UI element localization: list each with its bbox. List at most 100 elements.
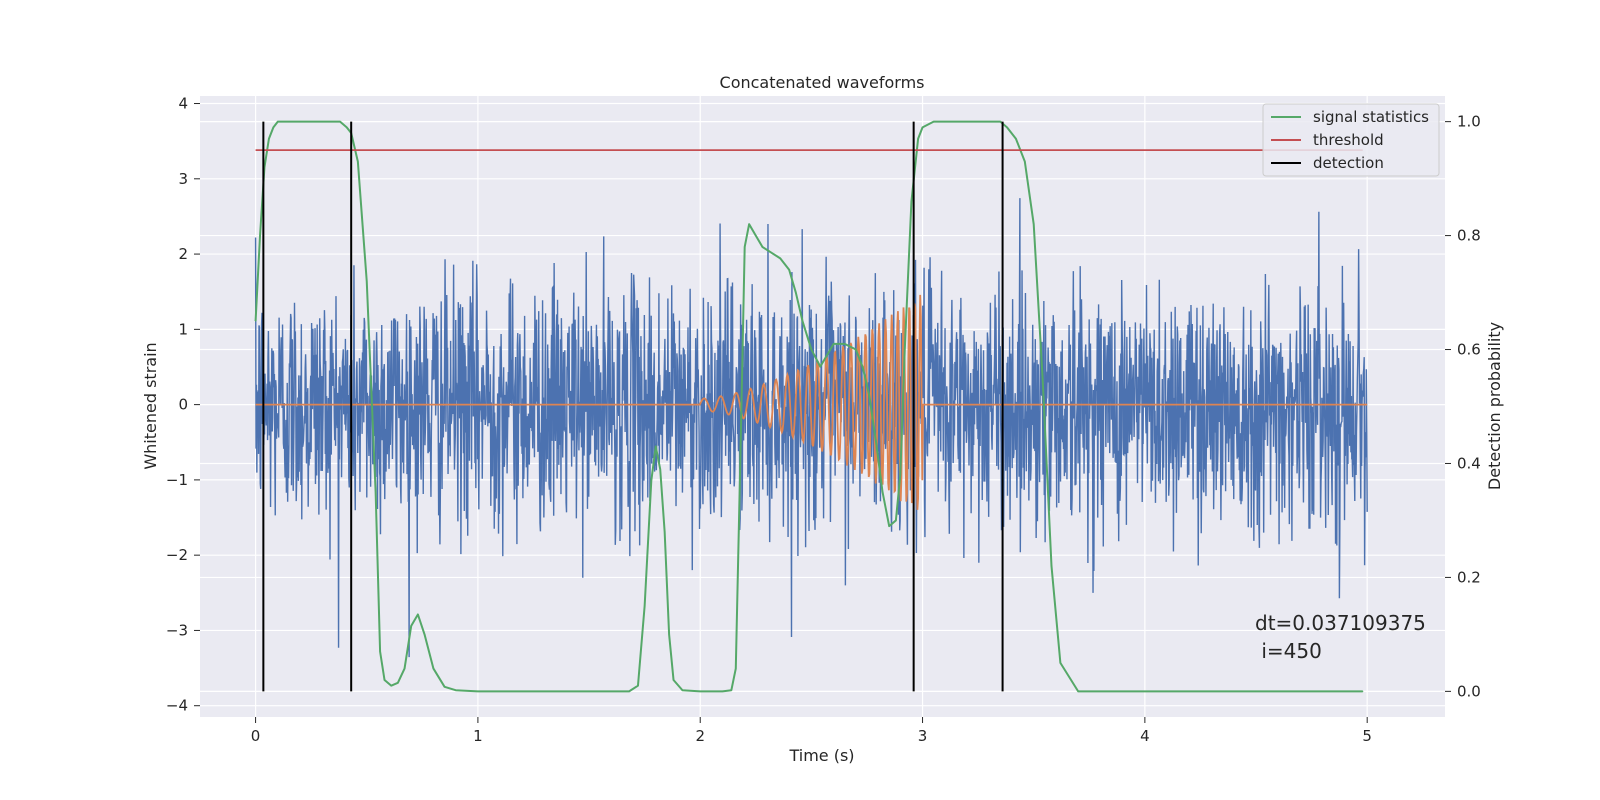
- signal-statistics-point: [254, 320, 257, 322]
- signal-statistics-point: [272, 126, 274, 128]
- legend-frame: [1262, 103, 1440, 177]
- signal-statistics-point: [1024, 160, 1026, 163]
- x-tick-label: 3: [918, 727, 928, 745]
- signal-statistics-point: [895, 519, 897, 522]
- legend-label-detection: detection: [1313, 154, 1384, 172]
- signal-statistics-point: [410, 625, 412, 627]
- signal-statistics-point: [477, 690, 479, 692]
- signal-statistics-point: [910, 200, 913, 202]
- x-tick-label: 1: [473, 727, 483, 745]
- signal-statistics-point: [299, 121, 301, 123]
- signal-statistics-point: [801, 320, 804, 322]
- signal-statistics-point: [650, 479, 652, 482]
- signal-statistics-point: [443, 686, 446, 688]
- signal-statistics-point: [455, 689, 457, 691]
- signal-statistics-point: [899, 474, 901, 476]
- signal-statistics-point: [1255, 690, 1257, 692]
- signal-statistics-point: [288, 121, 290, 123]
- signal-statistics-point: [628, 690, 630, 692]
- signal-statistics-point: [321, 121, 323, 123]
- signal-statistics-point: [1059, 662, 1061, 664]
- signal-statistics-point: [810, 348, 812, 351]
- signal-statistics-point: [788, 269, 790, 271]
- signal-statistics-point: [681, 689, 684, 691]
- signal-statistics-point: [921, 126, 924, 128]
- signal-statistics-point: [339, 121, 341, 123]
- series-signal-statistics-line: [254, 120, 1363, 693]
- legend: signal statistics threshold detection: [1262, 103, 1440, 177]
- y-tick-label: −1: [166, 471, 188, 489]
- signal-statistics-point: [855, 348, 857, 351]
- signal-statistics-point: [730, 689, 732, 691]
- signal-statistics-point: [259, 234, 261, 237]
- signal-statistics-point: [1015, 138, 1017, 140]
- series-noise-line: [254, 198, 1368, 658]
- series-injection-line: [255, 294, 1368, 510]
- signal-statistics-point: [944, 121, 946, 123]
- signal-statistics-point: [795, 291, 797, 294]
- signal-statistics-point: [432, 667, 435, 670]
- signal-statistics-point: [739, 462, 741, 465]
- signal-statistics-point: [1033, 223, 1035, 225]
- signal-statistics-point: [668, 633, 670, 635]
- y2-tick-label: 0.6: [1457, 341, 1481, 359]
- y2-tick-label: 1.0: [1457, 113, 1481, 131]
- signal-statistics-point: [375, 491, 377, 493]
- signal-statistics-point: [999, 121, 1001, 123]
- y-tick-label: −2: [166, 546, 188, 564]
- signal-statistics-point: [826, 354, 828, 356]
- signal-statistics-point: [664, 531, 666, 533]
- signal-statistics-point: [933, 121, 935, 123]
- signal-statistics-point: [655, 445, 657, 447]
- signal-statistics-point: [966, 121, 968, 123]
- signal-statistics-point: [875, 440, 877, 442]
- signal-statistics-point: [699, 690, 701, 692]
- signal-statistics-point: [770, 252, 772, 254]
- series-layer: [254, 120, 1368, 693]
- x-tick-label: 5: [1362, 727, 1372, 745]
- signal-statistics-point: [868, 394, 870, 396]
- signal-statistics-point: [357, 160, 359, 163]
- signal-statistics-point: [379, 650, 381, 653]
- signal-statistics-point: [390, 685, 392, 687]
- y2-tick-label: 0.8: [1457, 227, 1481, 245]
- signal-statistics-point: [1050, 565, 1053, 567]
- y2-axis-ticks: 0.0 0.2 0.4 0.6 0.8 1.0: [1445, 113, 1481, 700]
- signal-statistics-point: [1362, 690, 1364, 692]
- signal-statistics-point: [748, 223, 750, 225]
- y-tick-label: 2: [178, 245, 188, 263]
- y-axis-ticks: −4 −3 −2 −1 0 1 2 3 4: [166, 95, 200, 715]
- signal-statistics-point: [735, 667, 737, 670]
- annotation-index: i=450: [1255, 639, 1322, 663]
- signal-statistics-point: [988, 121, 990, 123]
- signal-statistics-point: [761, 246, 764, 248]
- signal-statistics-point: [881, 491, 884, 493]
- signal-statistics-point: [861, 366, 864, 368]
- y-tick-label: −3: [166, 621, 188, 639]
- signal-statistics-point: [721, 690, 724, 692]
- x-tick-label: 4: [1140, 727, 1150, 745]
- annotation-dt: dt=0.037109375: [1255, 611, 1426, 635]
- y2-tick-label: 0.2: [1457, 568, 1481, 586]
- y-tick-label: 4: [178, 95, 188, 113]
- y2-tick-label: 0.0: [1457, 682, 1481, 700]
- y2-axis-label: Detection probability: [1485, 322, 1504, 490]
- signal-statistics-point: [672, 679, 675, 681]
- signal-statistics-point: [917, 138, 919, 140]
- signal-statistics-point: [1077, 690, 1079, 692]
- signal-statistics-point: [417, 613, 419, 616]
- x-tick-label: 0: [251, 727, 261, 745]
- signal-statistics-point: [1006, 126, 1008, 128]
- signal-statistics-point: [397, 682, 399, 684]
- signal-statistics-point: [366, 280, 368, 282]
- signal-statistics-point: [277, 121, 279, 123]
- x-axis-ticks: 0 1 2 3 4 5: [251, 717, 1372, 745]
- signal-statistics-point: [833, 343, 835, 345]
- signal-statistics-point: [521, 690, 523, 692]
- x-axis-label: Time (s): [788, 746, 854, 765]
- signal-statistics-point: [423, 633, 426, 635]
- signal-statistics-point: [1144, 690, 1146, 692]
- signal-statistics-point: [888, 525, 890, 527]
- signal-statistics-point: [268, 138, 270, 140]
